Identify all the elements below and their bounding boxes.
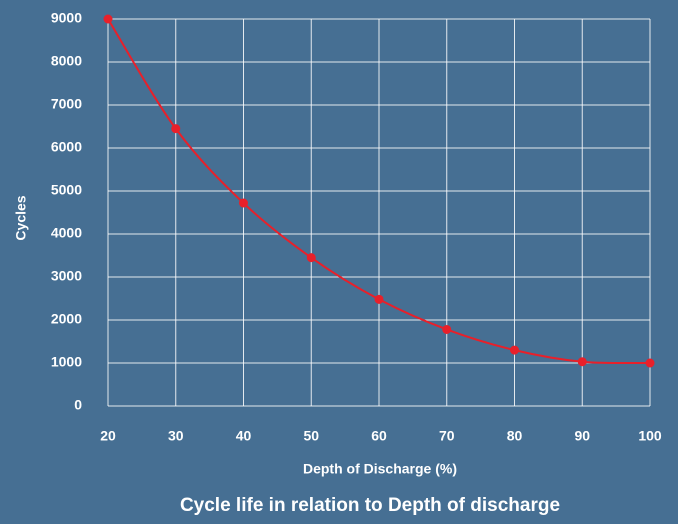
point [306,253,316,263]
point [442,324,452,334]
y-tick-label: 1000 [51,354,82,370]
x-tick-label: 50 [303,428,319,444]
point [171,124,181,134]
x-tick-label: 90 [574,428,590,444]
x-tick-label: 60 [371,428,387,444]
line [107,18,651,365]
y-tick-label: 6000 [51,139,82,155]
x-tick-label: 80 [507,428,523,444]
point [577,357,587,367]
point [239,198,248,208]
x-tick-label: 30 [168,428,184,444]
point [510,345,519,355]
point [103,14,113,24]
y-tick-label: 7000 [51,96,82,112]
x-tick-label: 70 [439,428,455,444]
x-tick-label: 20 [100,428,116,444]
y-tick-label: 2000 [51,311,82,327]
y-tick-label: 8000 [51,53,82,69]
x-axis-label: Depth of Discharge (%) [303,461,457,477]
y-tick-label: 9000 [51,10,82,26]
point [645,358,655,368]
y-tick-label: 4000 [51,225,82,241]
x-tick-label: 100 [638,428,662,444]
y-tick-label: 5000 [51,182,82,198]
x-tick-label: 40 [236,428,252,444]
y-tick-label: 0 [74,397,82,413]
chart-title: Cycle life in relation to Depth of disch… [180,495,560,516]
y-axis-label: Cycles [13,195,29,240]
point [374,294,384,304]
y-tick-label: 3000 [51,268,82,284]
